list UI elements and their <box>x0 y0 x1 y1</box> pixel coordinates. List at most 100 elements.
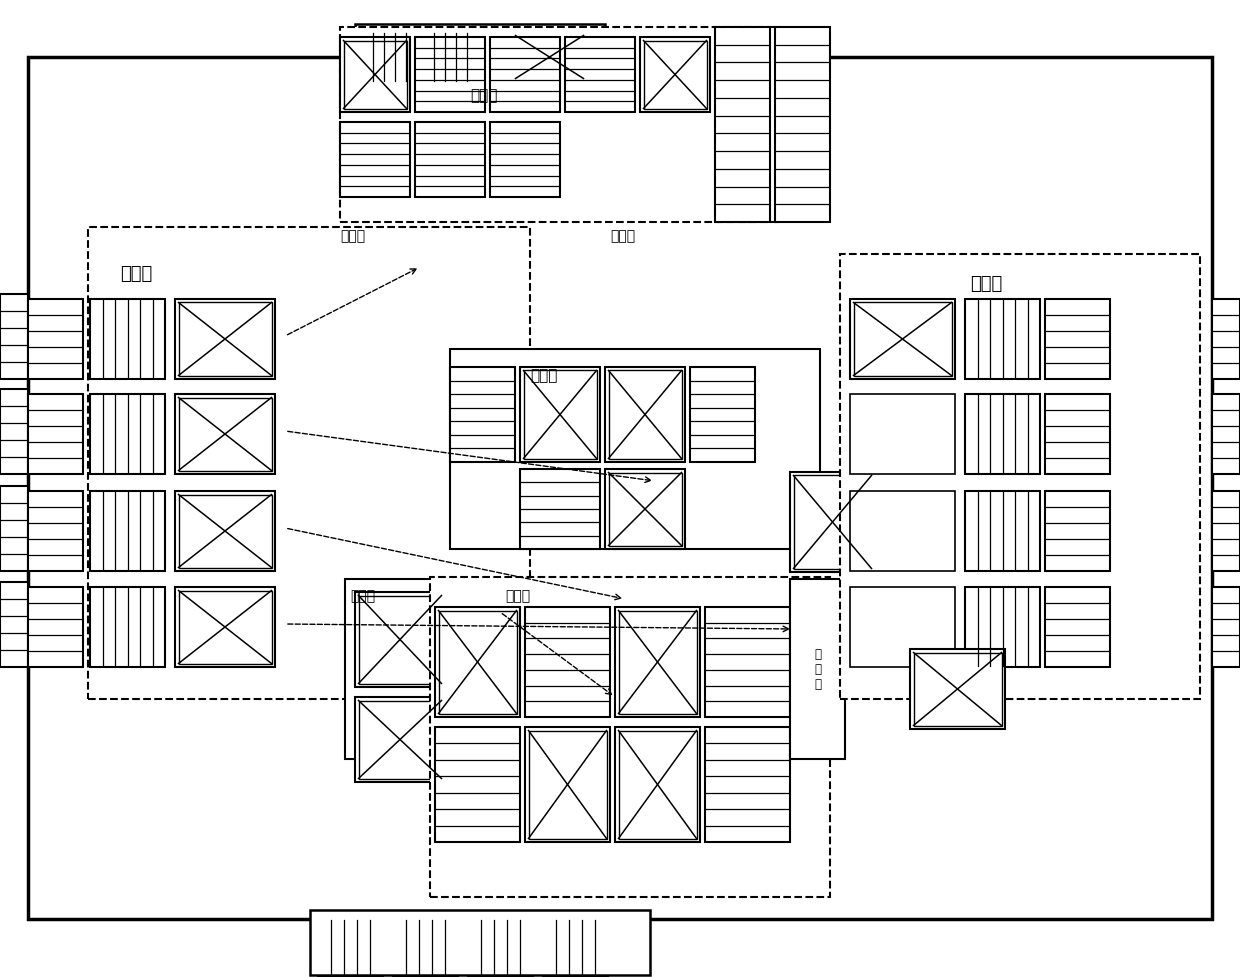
Bar <box>393 919 458 977</box>
Bar <box>423 33 477 83</box>
Bar <box>355 592 445 687</box>
Bar <box>175 587 275 667</box>
Text: 出库区: 出库区 <box>340 229 365 242</box>
Bar <box>706 608 790 717</box>
Bar <box>849 587 955 667</box>
Bar <box>175 491 275 572</box>
Bar <box>91 300 165 380</box>
Bar <box>520 367 600 462</box>
Bar <box>91 587 165 667</box>
Bar <box>450 350 820 549</box>
Bar <box>435 608 520 717</box>
Bar <box>317 919 383 977</box>
Bar <box>619 731 697 838</box>
Bar <box>439 611 517 714</box>
Bar <box>88 228 529 700</box>
Bar <box>794 476 872 569</box>
Bar <box>605 470 684 549</box>
Bar <box>965 300 1040 380</box>
Bar <box>29 300 83 380</box>
Bar <box>1045 300 1110 380</box>
Bar <box>29 58 1211 919</box>
Bar <box>91 491 165 572</box>
Bar <box>340 28 780 223</box>
Bar <box>343 41 407 109</box>
Bar <box>0 295 29 380</box>
Bar <box>565 38 635 113</box>
Bar <box>849 300 955 380</box>
Bar <box>358 596 441 684</box>
Bar <box>179 303 272 376</box>
Bar <box>355 25 605 90</box>
Bar <box>615 608 701 717</box>
Bar <box>175 300 275 380</box>
Text: 入库区: 入库区 <box>970 275 1002 293</box>
Bar <box>525 608 610 717</box>
Bar <box>775 28 830 223</box>
Bar <box>358 701 441 779</box>
Text: 出
库
区: 出 库 区 <box>813 648 821 691</box>
Bar <box>355 698 445 783</box>
Bar <box>605 367 684 462</box>
Bar <box>839 255 1200 700</box>
Bar <box>965 491 1040 572</box>
Bar <box>689 367 755 462</box>
Text: 暂存区: 暂存区 <box>529 367 557 383</box>
Bar <box>790 473 875 573</box>
Bar <box>340 123 410 197</box>
Bar <box>0 487 29 572</box>
Bar <box>467 919 533 977</box>
Bar <box>362 33 417 83</box>
Bar <box>29 395 83 475</box>
Text: 出库区: 出库区 <box>610 229 635 242</box>
Bar <box>29 491 83 572</box>
Bar <box>965 587 1040 667</box>
Text: 入库区: 入库区 <box>120 265 153 282</box>
Bar <box>644 41 707 109</box>
Bar <box>523 371 596 459</box>
Bar <box>512 33 587 83</box>
Bar <box>1211 491 1240 572</box>
Bar <box>175 395 275 475</box>
Bar <box>609 371 682 459</box>
Bar <box>340 38 410 113</box>
Bar <box>914 653 1002 726</box>
Bar <box>849 491 955 572</box>
Bar <box>1045 491 1110 572</box>
Bar <box>853 303 951 376</box>
Bar <box>965 395 1040 475</box>
Bar <box>615 727 701 842</box>
Bar <box>430 577 830 897</box>
Bar <box>619 611 697 714</box>
Bar <box>490 38 560 113</box>
Bar <box>1211 300 1240 380</box>
Bar <box>609 473 682 546</box>
Bar <box>715 28 770 223</box>
Bar <box>790 579 844 759</box>
Bar <box>706 727 790 842</box>
Bar <box>525 727 610 842</box>
Bar <box>415 38 485 113</box>
Bar <box>91 395 165 475</box>
Bar <box>29 587 83 667</box>
Bar <box>1045 587 1110 667</box>
Bar <box>0 582 29 667</box>
Bar <box>1211 587 1240 667</box>
Text: 暂存区: 暂存区 <box>505 588 531 603</box>
Bar <box>910 650 1004 729</box>
Bar <box>516 36 584 79</box>
Bar <box>450 367 515 462</box>
Bar <box>849 395 955 475</box>
Bar <box>1045 395 1110 475</box>
Bar <box>543 919 608 977</box>
Bar <box>310 910 650 975</box>
Bar <box>0 390 29 475</box>
Text: 暂存区: 暂存区 <box>470 88 497 103</box>
Bar <box>520 470 600 549</box>
Bar <box>435 727 520 842</box>
Bar <box>179 591 272 663</box>
Bar <box>1211 395 1240 475</box>
Bar <box>345 579 520 759</box>
Bar <box>179 495 272 568</box>
Bar <box>528 731 606 838</box>
